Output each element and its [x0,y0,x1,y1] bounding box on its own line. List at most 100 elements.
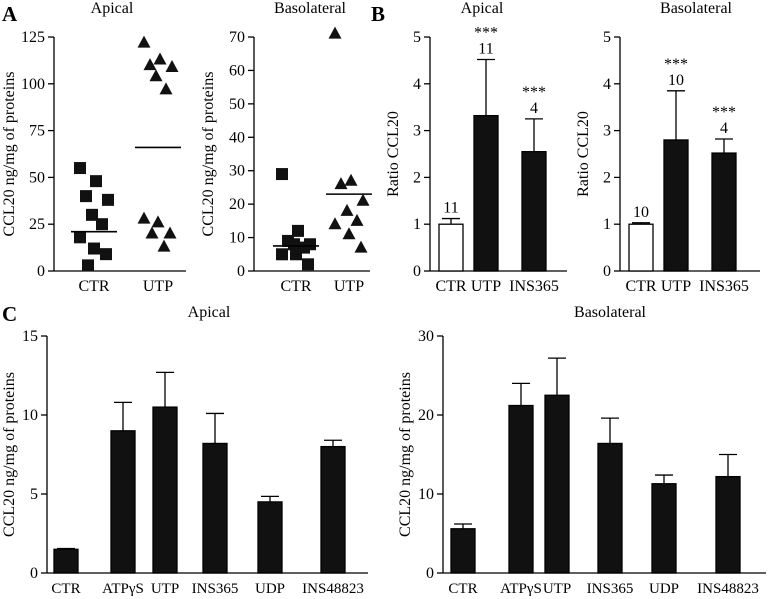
chart-title: Basolateral [274,0,347,17]
data-point-triangle [159,82,173,95]
y-axis-label: Ratio CCL20 [385,111,402,197]
y-tick-label: 30 [229,163,245,180]
x-tick-label: CTR [625,278,656,295]
y-axis-label: CCL20 ng/mg of proteins [397,372,414,537]
x-tick-label: UTP [471,278,501,295]
y-tick-label: 0 [30,565,38,582]
data-point-square [276,168,288,181]
y-tick-label: 0 [603,263,611,280]
data-point-square [74,162,86,175]
data-point-triangle [149,69,163,82]
data-point-square [86,208,98,221]
chart-C2: 0 10 20 30 CTR ATPγS UTP INS365 UDP INS48823 Basol… [397,304,766,597]
chart-title: Apical [91,0,134,17]
data-point-triangle [137,35,151,48]
x-tick-label: INS365 [192,581,239,597]
bar [508,404,534,574]
x-tick-label: UTP [661,278,691,295]
data-point-triangle [157,239,171,252]
y-tick-label: 50 [29,169,45,186]
y-tick-label: 0 [237,263,245,280]
chart-B2: 0 1 2 3 4 5 CTR UTP INS365 Basolateral Ratio CCL20… [575,0,760,295]
bar [202,442,228,574]
data-point-square [90,175,102,188]
x-tick-label: CTR [51,581,80,597]
y-tick-label: 25 [29,216,45,233]
bar [110,430,136,574]
x-tick-label: INS48823 [697,581,759,597]
significance-label: *** [664,56,688,73]
bar [715,475,741,574]
data-point-triangle [354,240,368,253]
y-tick-label: 70 [229,29,245,46]
x-tick-label: INS365 [587,581,634,597]
bar [628,223,654,272]
y-tick-label: 0 [37,263,45,280]
y-tick-label: 10 [418,486,434,503]
y-tick-label: 3 [603,123,611,140]
bar [597,442,623,574]
y-tick-label: 10 [229,230,245,247]
x-tick-label: UTP [151,581,179,597]
x-tick-label: INS48823 [302,581,364,597]
bar [711,152,737,272]
x-tick-label: UTP [143,278,173,295]
data-point-triangle [334,177,348,190]
data-point-triangle [145,226,159,239]
data-point-triangle [153,52,167,65]
data-point-square [82,259,94,272]
y-tick-label: 1 [603,216,611,233]
data-point-triangle [163,226,177,239]
data-point-square [102,193,114,206]
data-point-square [290,248,302,261]
data-point-triangle [165,59,179,72]
y-tick-label: 5 [30,486,38,503]
chart-A2: 0 10 20 30 40 50 60 70 CTR UTP Basolateral CCL20 ng… [200,0,372,295]
chart-title: Basolateral [574,304,647,321]
data-point-triangle [328,217,342,230]
y-tick-label: 0 [426,565,434,582]
bar [663,139,689,272]
n-label: 4 [720,120,728,137]
n-label: 10 [668,72,684,89]
y-axis-label: Ratio CCL20 [575,111,592,197]
x-tick-label: INS365 [699,278,749,295]
data-point-triangle [350,213,364,226]
significance-label: *** [712,104,736,121]
y-tick-label: 30 [418,328,434,345]
y-tick-label: 4 [603,76,611,93]
significance-label: *** [474,24,498,41]
x-tick-label: ATPγS [102,581,144,597]
data-point-triangle [151,215,165,228]
panel-label-a: A [2,2,18,26]
chart-title: Apical [188,304,231,321]
y-tick-label: 125 [21,29,45,46]
bar [152,406,178,574]
data-point-square [100,248,112,261]
y-tick-label: 60 [229,62,245,79]
chart-title: Basolateral [660,0,733,17]
y-tick-label: 0 [413,263,421,280]
bar [257,501,283,574]
data-point-triangle [328,26,342,39]
data-point-square [302,258,314,271]
y-axis-label: CCL20 ng/mg of proteins [1,372,18,537]
x-tick-label: ATPγS [500,581,542,597]
n-label: 4 [530,100,538,117]
y-tick-label: 2 [413,169,421,186]
n-label: 11 [443,200,458,217]
y-tick-label: 5 [413,29,421,46]
n-label: 10 [633,204,649,221]
x-tick-label: UDP [649,581,679,597]
data-point-triangle [143,58,157,71]
y-tick-label: 20 [418,407,434,424]
data-point-square [74,231,86,244]
y-axis-label: CCL20 ng/mg of proteins [200,72,217,237]
bar [53,548,79,574]
x-tick-label: UTP [334,278,364,295]
bar [320,445,346,574]
bar [544,394,570,574]
